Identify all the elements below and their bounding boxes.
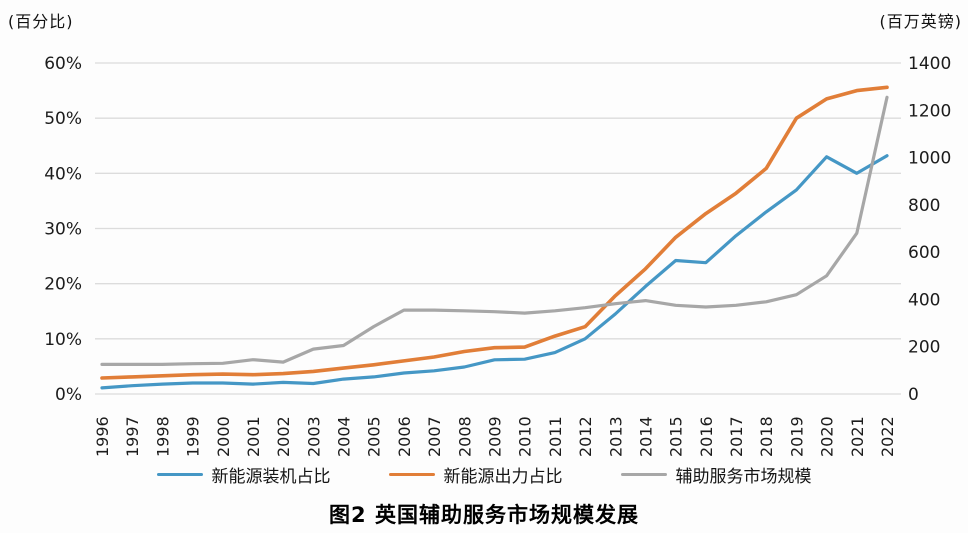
y2-axis-tick-label: 1400 bbox=[908, 54, 951, 74]
x-axis-tick-label: 2001 bbox=[244, 416, 263, 457]
x-axis-tick-label: 1997 bbox=[123, 416, 142, 457]
x-axis-tick-label: 2012 bbox=[576, 416, 595, 457]
x-axis-tick-label: 2009 bbox=[486, 416, 505, 457]
y-axis-tick-label: 50% bbox=[44, 109, 82, 129]
legend-swatch-gray-line bbox=[620, 472, 667, 476]
x-axis-tick-label: 2014 bbox=[636, 416, 655, 457]
x-axis-tick-label: 2018 bbox=[757, 416, 776, 457]
x-axis-tick-label: 2006 bbox=[395, 416, 414, 457]
y-axis-tick-label: 20% bbox=[44, 275, 82, 295]
legend-item-installed-share: 新能源装机占比 bbox=[156, 462, 331, 487]
right-axis-title: (百万英镑) bbox=[879, 12, 962, 31]
legend-label: 辅助服务市场规模 bbox=[675, 466, 812, 487]
x-axis-tick-label: 1998 bbox=[153, 416, 172, 457]
y2-axis-tick-label: 1200 bbox=[908, 101, 951, 121]
x-axis-tick-label: 2007 bbox=[425, 416, 444, 457]
x-axis-tick-label: 2002 bbox=[274, 416, 293, 457]
x-axis-tick-label: 2017 bbox=[727, 416, 746, 457]
left-axis-title: (百分比) bbox=[8, 12, 74, 31]
y-axis-tick-label: 0% bbox=[55, 385, 82, 405]
y-axis-tick-label: 10% bbox=[44, 330, 82, 350]
x-axis-tick-label: 1996 bbox=[93, 416, 112, 457]
series-line-installed-share bbox=[100, 154, 889, 390]
y-axis-tick-label: 30% bbox=[44, 220, 82, 240]
x-axis-tick-label: 2008 bbox=[455, 416, 474, 457]
y2-axis-tick-label: 800 bbox=[908, 196, 940, 216]
y2-axis-tick-label: 1000 bbox=[908, 149, 951, 169]
y2-axis-tick-label: 400 bbox=[908, 290, 940, 310]
legend-label: 新能源出力占比 bbox=[443, 466, 563, 487]
legend-swatch-blue-line bbox=[156, 472, 203, 476]
y2-axis-tick-label: 200 bbox=[908, 338, 940, 358]
legend-item-output-share: 新能源出力占比 bbox=[388, 462, 563, 487]
y2-axis-tick-label: 0 bbox=[908, 385, 919, 405]
x-axis-tick-label: 2020 bbox=[818, 416, 837, 457]
y-axis-tick-label: 60% bbox=[44, 54, 82, 74]
x-axis-tick-label: 2013 bbox=[606, 416, 625, 457]
y2-axis-tick-label: 600 bbox=[908, 243, 940, 263]
legend-swatch-orange-line bbox=[388, 472, 435, 476]
x-axis-tick-label: 2011 bbox=[546, 416, 565, 457]
figure-caption: 图2 英国辅助服务市场规模发展 bbox=[329, 503, 639, 527]
series-line-market-size bbox=[100, 95, 889, 366]
x-axis-tick-label: 2000 bbox=[214, 416, 233, 457]
x-axis-tick-label: 1999 bbox=[184, 416, 203, 457]
x-axis-tick-label: 2021 bbox=[848, 416, 867, 457]
chart-legend: 新能源装机占比 新能源出力占比 辅助服务市场规模 bbox=[0, 459, 968, 489]
series-line-output-share bbox=[100, 85, 889, 380]
x-axis-tick-label: 2016 bbox=[697, 416, 716, 457]
x-axis-tick-label: 2003 bbox=[304, 416, 323, 457]
legend-label: 新能源装机占比 bbox=[211, 466, 331, 487]
x-axis-tick-label: 2019 bbox=[787, 416, 806, 457]
x-axis-tick-label: 2010 bbox=[516, 416, 535, 457]
x-axis-tick-label: 2022 bbox=[878, 416, 897, 457]
x-axis-tick-label: 2005 bbox=[365, 416, 384, 457]
x-axis-tick-label: 2004 bbox=[335, 416, 354, 457]
chart-canvas: 0% 10% 20% 30% 40% 50% 60% 0 200 400 600 800 1000 120… bbox=[44, 54, 951, 457]
y-axis-tick-label: 40% bbox=[44, 164, 82, 184]
x-axis-tick-label: 2015 bbox=[667, 416, 686, 457]
legend-item-market-size: 辅助服务市场规模 bbox=[620, 462, 812, 487]
